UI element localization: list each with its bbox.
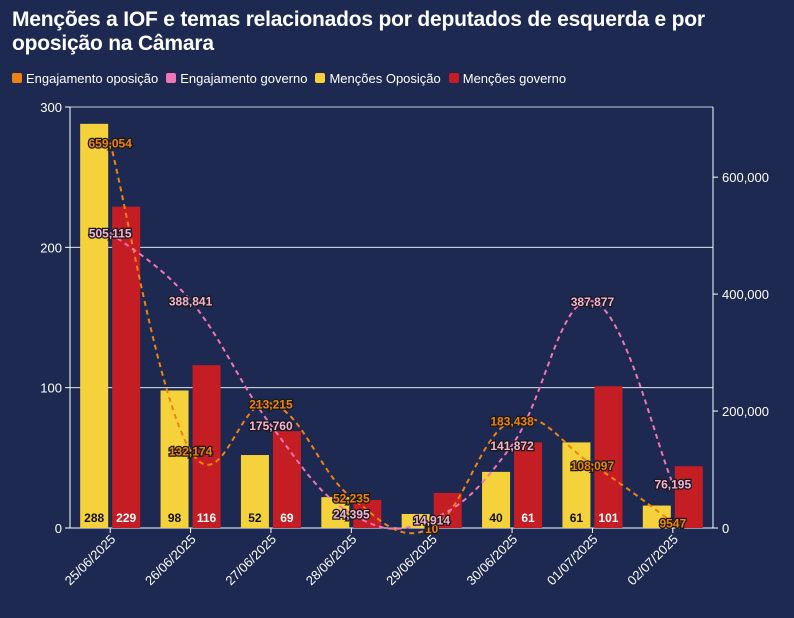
y-left-tick-label: 300: [40, 100, 62, 115]
bar-value-label: 61: [521, 511, 535, 525]
line-value-label: 24,395: [333, 508, 370, 522]
legend-swatch: [315, 73, 326, 83]
y-left-tick-label: 0: [55, 521, 62, 536]
y-left-tick-label: 100: [40, 381, 62, 396]
y-right-tick-label: 400,000: [722, 287, 769, 302]
x-tick-label: 26/06/2025: [142, 532, 199, 589]
line-value-label: 108,097: [571, 459, 615, 473]
series-line: [109, 142, 674, 535]
y-right-tick-label: 200,000: [722, 404, 769, 419]
legend-label: Engajamento oposição: [26, 70, 159, 86]
line-value-label: 659,054: [88, 137, 132, 151]
line-value-label: 213,215: [249, 397, 293, 411]
bar-value-label: 40: [489, 511, 503, 525]
bar: [240, 455, 269, 528]
legend: Engajamento oposição Engajamento governo…: [12, 69, 566, 87]
legend-label: Menções governo: [462, 70, 567, 86]
bar-value-label: 288: [84, 511, 104, 525]
x-tick-label: 27/06/2025: [222, 532, 279, 589]
line-value-label: 76,195: [654, 477, 691, 491]
bar-value-label: 101: [598, 511, 618, 525]
line-value-label: 183,438: [490, 415, 534, 429]
bar: [80, 123, 109, 528]
line-value-label: 10: [425, 522, 439, 536]
bar-value-label: 98: [168, 511, 182, 525]
chart-title: Menções a IOF e temas relacionados por d…: [12, 8, 705, 55]
bar: [562, 442, 591, 528]
legend-item-mencoes-oposicao[interactable]: Menções Oposição: [315, 70, 441, 86]
bar: [482, 471, 511, 528]
legend-item-engajamento-oposicao[interactable]: Engajamento oposição: [12, 71, 158, 86]
legend-swatch: [12, 73, 22, 83]
bar-value-label: 69: [280, 511, 294, 525]
bar-value-label: 116: [197, 511, 217, 525]
bar: [514, 442, 543, 528]
legend-swatch: [448, 73, 459, 83]
x-tick-label: 28/06/2025: [303, 532, 360, 589]
bar: [642, 505, 671, 528]
y-left-tick-label: 200: [40, 240, 62, 255]
bar: [674, 466, 703, 528]
line-value-label: 9547: [659, 516, 686, 530]
x-tick-label: 02/07/2025: [624, 532, 681, 589]
x-tick-label: 01/07/2025: [544, 532, 601, 589]
bar: [160, 390, 189, 528]
bar-value-label: 61: [570, 511, 584, 525]
bar: [192, 365, 221, 528]
line-value-label: 132,174: [169, 445, 213, 459]
x-tick-label: 25/06/2025: [62, 532, 119, 589]
y-right-tick-label: 0: [722, 521, 729, 536]
x-tick-label: 29/06/2025: [383, 532, 440, 589]
line-value-label: 14,914: [413, 513, 450, 527]
line-value-label: 141,872: [490, 439, 534, 453]
series-line: [109, 231, 674, 530]
bar: [401, 513, 430, 528]
line-value-label: 52,235: [333, 491, 370, 505]
bar: [353, 499, 382, 528]
legend-label: Menções Oposição: [329, 70, 441, 86]
bar: [594, 386, 623, 528]
y-right-tick-label: 600,000: [722, 170, 769, 185]
line-value-label: 175,760: [249, 419, 293, 433]
legend-swatch: [166, 73, 177, 83]
bar: [112, 206, 141, 529]
bar-value-label: 229: [116, 511, 136, 525]
legend-label: Engajamento governo: [180, 70, 308, 86]
line-value-label: 387,877: [571, 295, 615, 309]
line-value-label: 505,115: [89, 227, 132, 241]
x-tick-label: 30/06/2025: [464, 532, 521, 589]
bar-value-label: 52: [248, 511, 262, 525]
line-value-label: 388,841: [169, 295, 213, 309]
legend-item-engajamento-governo[interactable]: Engajamento governo: [166, 71, 307, 86]
legend-item-mencoes-governo[interactable]: Menções governo: [448, 70, 567, 86]
